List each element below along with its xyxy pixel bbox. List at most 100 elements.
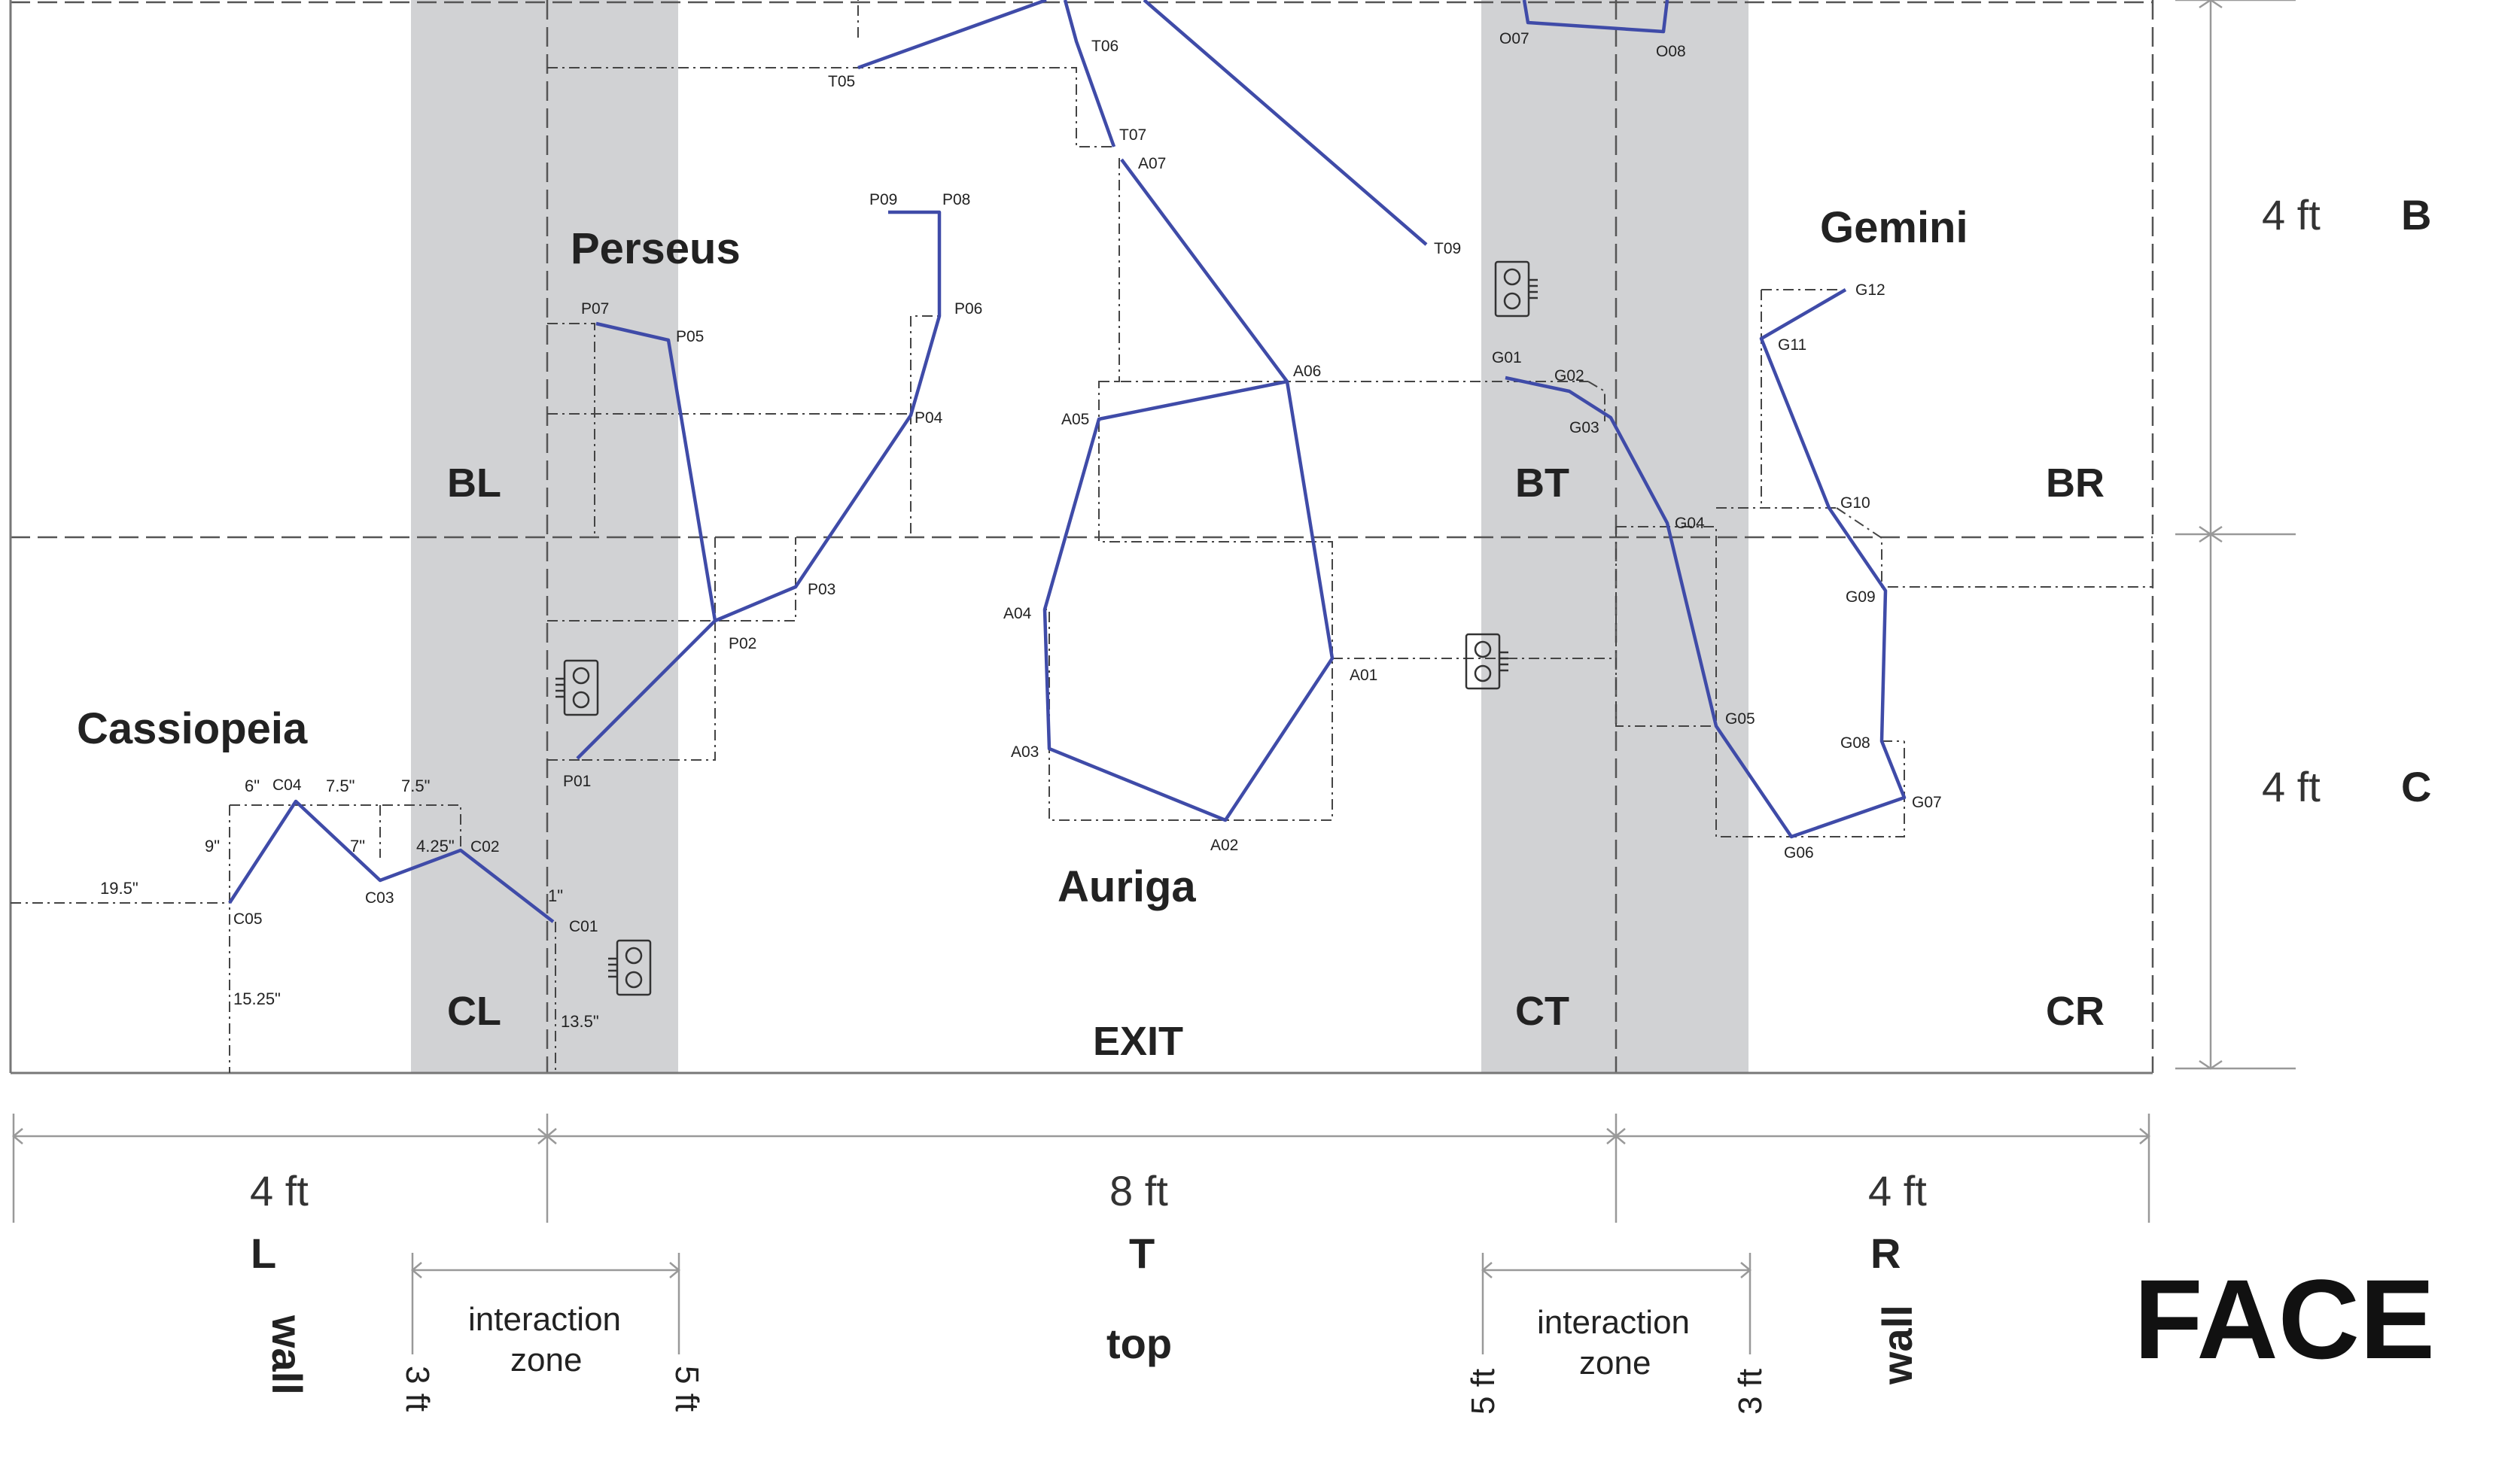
- dim-label: 7.5": [326, 777, 355, 795]
- point-label-T05: T05: [828, 73, 855, 90]
- point-label-C01: C01: [569, 918, 598, 935]
- bottom-seg-left: 4 ft: [250, 1167, 309, 1214]
- point-label-A07: A07: [1138, 155, 1166, 172]
- point-label-T06: T06: [1091, 38, 1118, 55]
- dim-label: 13.5": [561, 1012, 599, 1031]
- point-label-A04: A04: [1003, 605, 1032, 622]
- bottom-letter-right: R: [1870, 1229, 1901, 1277]
- right-letter-bottom: C: [2401, 763, 2431, 810]
- zone-label-cr: CR: [2046, 989, 2105, 1034]
- dim-label: 7.5": [401, 777, 430, 795]
- wall-left-label: wall: [263, 1315, 311, 1395]
- bottom-dimension-line: [12, 1114, 2150, 1223]
- point-label-C05: C05: [233, 910, 263, 928]
- point-label-G12: G12: [1855, 281, 1885, 299]
- panel-border: [9, 0, 2153, 1074]
- point-label-G02: G02: [1554, 367, 1584, 384]
- point-label-G06: G06: [1784, 844, 1814, 862]
- placement-guides: [11, 0, 2153, 1073]
- zone-label-ct: CT: [1515, 989, 1569, 1034]
- dim-label: 19.5": [100, 879, 138, 898]
- ft5-right-label: 5 ft: [1465, 1369, 1502, 1415]
- zone-label-bl: BL: [447, 460, 501, 506]
- bottom-seg-right: 4 ft: [1868, 1167, 1927, 1214]
- dim-label: 9": [205, 837, 220, 856]
- point-label-T07: T07: [1119, 126, 1146, 144]
- zone-label-cl: CL: [447, 989, 501, 1034]
- exit-label: EXIT: [1093, 1019, 1183, 1064]
- point-label-G04: G04: [1675, 515, 1705, 532]
- dim-label: 4.25": [416, 837, 455, 856]
- point-label-G03: G03: [1569, 419, 1599, 436]
- sensor-icon: [555, 260, 1538, 996]
- point-label-C04: C04: [272, 777, 302, 794]
- dim-label: 15.25": [233, 989, 281, 1008]
- perseus-branch-line: [595, 321, 717, 622]
- face-title: FACE: [2134, 1256, 2435, 1382]
- point-label-A01: A01: [1350, 667, 1377, 684]
- point-label-O07: O07: [1499, 30, 1529, 47]
- top-constellation-line-2: [1063, 0, 1116, 147]
- point-label-A03: A03: [1011, 743, 1039, 761]
- point-label-A02: A02: [1210, 837, 1238, 854]
- point-label-G11: G11: [1778, 336, 1806, 354]
- point-label-P04: P04: [915, 409, 943, 427]
- panel-frame: [11, 0, 2154, 1073]
- point-label-A06: A06: [1293, 363, 1321, 380]
- bottom-letter-left: L: [251, 1229, 276, 1277]
- point-label-P02: P02: [729, 635, 756, 652]
- zone-label-bt: BT: [1515, 460, 1569, 506]
- constellation-name-auriga: Auriga: [1058, 862, 1196, 911]
- orion-fragment-line: [1522, 0, 1669, 34]
- gemini-line: [1505, 288, 1907, 839]
- iz-right-line2: zone: [1579, 1345, 1651, 1381]
- point-label-A05: A05: [1061, 411, 1089, 428]
- point-label-G09: G09: [1846, 588, 1876, 606]
- point-label-G08: G08: [1840, 734, 1870, 752]
- point-label-P01: P01: [563, 773, 591, 790]
- point-label-P06: P06: [954, 300, 982, 318]
- cassiopeia-dimensions: 6" 7.5" 7.5" 9" 7" 4.25" 19.5" 1" 15.25"…: [100, 777, 599, 1031]
- constellation-name-gemini: Gemini: [1820, 203, 1968, 252]
- zone-label-br: BR: [2046, 460, 2105, 506]
- point-label-C02: C02: [470, 838, 500, 856]
- cassiopeia-line: [228, 799, 555, 923]
- interaction-zone-dimensions: [411, 1253, 1752, 1354]
- constellation-name-cassiopeia: Cassiopeia: [77, 704, 308, 753]
- iz-right-line1: interaction: [1537, 1304, 1690, 1341]
- point-label-P03: P03: [808, 581, 835, 598]
- point-label-P05: P05: [676, 328, 704, 345]
- point-label-P08: P08: [942, 191, 970, 208]
- wall-right-label: wall: [1873, 1305, 1921, 1385]
- point-label-G07: G07: [1912, 794, 1942, 811]
- point-label-G01: G01: [1492, 349, 1522, 366]
- dim-label: 6": [245, 777, 260, 795]
- top-constellation-line: [857, 0, 1047, 70]
- point-label-G10: G10: [1840, 494, 1870, 512]
- point-label-T09: T09: [1434, 240, 1461, 257]
- right-seg-top: 4 ft: [2262, 191, 2321, 239]
- point-label-P09: P09: [869, 191, 897, 208]
- iz-left-line2: zone: [510, 1342, 582, 1378]
- right-seg-bottom: 4 ft: [2262, 763, 2321, 810]
- dim-label: 1": [548, 886, 563, 905]
- point-labels: T05 T06 T07 T09 O07 O08 A07 A06 A05 A04 …: [233, 30, 1942, 935]
- right-dimension-line: [2175, 0, 2296, 1070]
- dim-label: 7": [350, 837, 365, 856]
- auriga-line: [1042, 158, 1335, 822]
- point-label-P07: P07: [581, 300, 609, 318]
- bottom-seg-mid: 8 ft: [1109, 1167, 1168, 1214]
- ft5-left-label: 5 ft: [668, 1366, 705, 1412]
- constellation-name-perseus: Perseus: [571, 224, 741, 273]
- top-constellation-line-3: [1143, 0, 1428, 246]
- ft3-right-label: 3 ft: [1732, 1369, 1769, 1415]
- ft3-left-label: 3 ft: [399, 1366, 436, 1412]
- point-label-C03: C03: [365, 889, 394, 907]
- point-label-G05: G05: [1725, 710, 1755, 728]
- constellation-lines: [228, 0, 1907, 923]
- right-letter-top: B: [2401, 191, 2431, 239]
- top-label: top: [1106, 1320, 1172, 1367]
- iz-left-line1: interaction: [468, 1301, 621, 1338]
- point-label-O08: O08: [1656, 43, 1686, 60]
